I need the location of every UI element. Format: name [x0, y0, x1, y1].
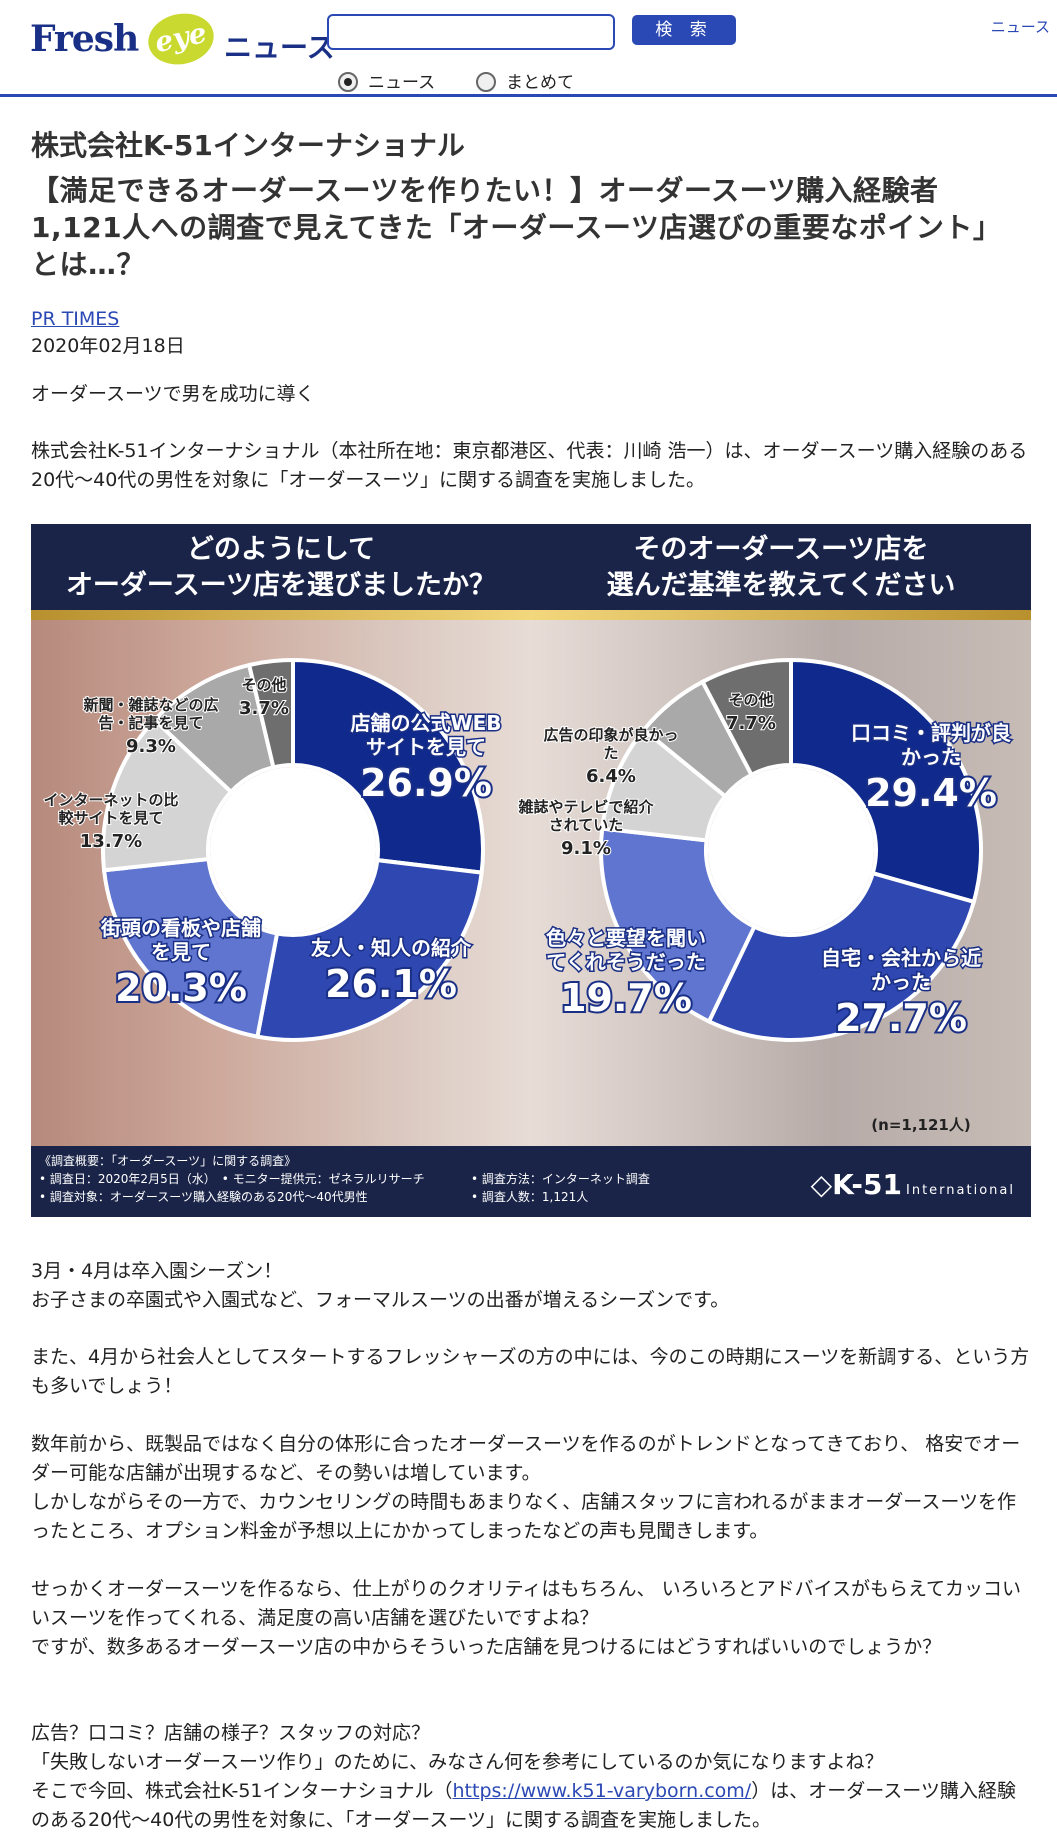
paragraph: しかしながらその一方で、カウンセリングの時間もあまりなく、店舗スタッフに言われる… — [31, 1491, 1016, 1542]
source-link[interactable]: PR TIMES — [31, 308, 120, 330]
radio-selected-icon[interactable] — [338, 72, 358, 92]
survey-summary-title: 《調査概要：「オーダースーツ」に関する調査》 — [39, 1154, 297, 1168]
brand-name: K-51 — [832, 1168, 903, 1201]
question-right-line2: 選んだ基準を教えてください — [606, 570, 956, 601]
radio-news-label: ニュース — [368, 73, 436, 93]
slice-category-label: 自宅・会社から近かった — [821, 946, 981, 994]
search-input[interactable] — [327, 14, 615, 50]
radio-news[interactable]: ニュース — [338, 68, 436, 93]
intro-paragraph: 株式会社K-51インターナショナル（本社所在地：東京都港区、代表：川崎 浩一）は… — [31, 440, 1028, 491]
pie-slice — [101, 717, 234, 873]
paragraph: せっかくオーダースーツを作るなら、仕上がりのクオリティはもちろん、 いろいろとア… — [31, 1578, 1022, 1629]
slice-category-label: 雑誌やテレビで紹介されていた — [517, 798, 654, 834]
brand-sub: International — [906, 1183, 1015, 1198]
donut-hole — [210, 767, 376, 933]
figure-body: 店舗の公式WEB サイトを見て 26.9% 友人・知人の紹介 26.1% 街頭の看板や店舗… — [31, 620, 1031, 1146]
pie-slice — [101, 856, 280, 1039]
slice-value-label: 6.4% — [586, 766, 636, 787]
slice-value-label: 9.3% — [126, 736, 176, 757]
slice-category-label: 店舗の公式WEB サイトを見て — [351, 711, 502, 759]
slice-value-label: 9.1% — [561, 838, 611, 859]
paragraph: お子さまの卒園式や入園式など、フォーマルスーツの出番が増えるシーズンです。 — [31, 1289, 730, 1311]
question-left-line1: どのようにして — [186, 534, 376, 565]
radio-all[interactable]: まとめて — [476, 68, 574, 93]
pie-slice — [706, 870, 977, 1042]
article-title: 【満足できるオーダースーツを作りたい！】オーダースーツ購入経験者1,121人への… — [31, 174, 1002, 281]
paragraph: 広告？口コミ？店舗の様子？スタッフの対応？ — [31, 1722, 431, 1744]
radio-unselected-icon[interactable] — [476, 72, 496, 92]
pie-slice — [291, 657, 485, 875]
question-left: どのようにして オーダースーツ店を選びましたか？ — [31, 532, 531, 604]
diamond-icon: ◇ — [810, 1168, 833, 1201]
company-name: 株式会社K-51インターナショナル — [31, 129, 465, 162]
radio-all-label: まとめて — [506, 73, 574, 93]
question-right-line1: そのオーダースーツ店を — [633, 534, 929, 565]
logo-news-text: ニュース — [224, 31, 335, 64]
pie-slice — [789, 657, 983, 905]
slice-category-label: 街頭の看板や店舗を見て — [100, 916, 261, 964]
donut-hole — [708, 767, 874, 933]
pie-slice — [255, 857, 484, 1042]
slice-value-label: 7.7% — [726, 713, 776, 734]
slice-value-label: 19.7% — [560, 976, 692, 1020]
logo-eye-mark: eye — [143, 7, 219, 71]
slice-value-label: 3.7% — [239, 698, 289, 719]
question-left-line2: オーダースーツ店を選びましたか？ — [65, 570, 497, 601]
slice-value-label: 13.7% — [80, 831, 142, 852]
pie-slice — [699, 657, 793, 778]
survey-count: • 調査人数：1,121人 — [471, 1190, 589, 1204]
slice-value-label: 29.4% — [865, 771, 997, 815]
pie-slice — [246, 657, 295, 770]
slice-category-label: 新聞・雑誌などの広告・記事を見て — [83, 696, 218, 732]
question-right: そのオーダースーツ店を 選んだ基準を教えてください — [531, 532, 1031, 604]
slice-value-label: 26.9% — [360, 761, 492, 805]
gold-divider — [31, 610, 1031, 620]
survey-date: • 調査日：2020年2月5日（水） • モニター提供元：ゼネラルリサーチ — [39, 1172, 425, 1186]
slice-category-label: 友人・知人の紹介 — [311, 936, 472, 960]
pie-slice — [599, 826, 757, 1025]
slice-category-label: 口コミ・評判が良かった — [851, 721, 1011, 769]
figure-footer: 《調査概要：「オーダースーツ」に関する調査》 • 調査日：2020年2月5日（水… — [31, 1146, 1031, 1217]
paragraph: ですが、数多あるオーダースーツ店の中からそういった店舗を見つけるにはどうすればい… — [31, 1636, 942, 1658]
k51-brand-logo: ◇K-51 International — [811, 1168, 1015, 1201]
company-url-link[interactable]: https://www.k51-varyborn.com/ — [452, 1780, 752, 1802]
slice-value-label: 26.1% — [325, 962, 457, 1006]
slice-category-label: 色々と要望を聞いてくれそうだった — [546, 926, 706, 974]
news-link[interactable]: ニュース — [990, 18, 1050, 36]
site-header: Fresh eye ニュース 検 索 ニュース まとめて ニュース — [0, 0, 1057, 97]
figure-header-band: どのようにして オーダースーツ店を選びましたか？ そのオーダースーツ店を 選んだ… — [31, 524, 1031, 610]
paragraph: また、4月から社会人としてスタートするフレッシャーズの方の中には、今のこの時期に… — [31, 1346, 1030, 1397]
survey-infographic: どのようにして オーダースーツ店を選びましたか？ そのオーダースーツ店を 選んだ… — [31, 524, 1031, 1217]
survey-target: • 調査対象：オーダースーツ購入経験のある20代〜40代男性 — [39, 1190, 368, 1204]
paragraph: 3月・4月は卒入園シーズン！ — [31, 1260, 283, 1282]
text-span: そこで今回、株式会社K-51インターナショナル（ — [31, 1780, 453, 1802]
lead-paragraph: オーダースーツで男を成功に導く — [31, 383, 315, 405]
slice-category-label: その他 — [728, 691, 773, 709]
slice-value-label: 27.7% — [835, 996, 967, 1040]
search-button[interactable]: 検 索 — [632, 15, 736, 45]
slice-category-label: その他 — [241, 676, 286, 694]
slice-category-label: 広告の印象が良かった — [543, 726, 678, 762]
sample-size-note: (n=1,121人) — [871, 1116, 970, 1134]
text-span: ）は、オーダースーツ購入経験のある20代〜40代の男性を対象に、「オーダースーツ… — [31, 1780, 1016, 1831]
slice-value-label: 20.3% — [115, 966, 247, 1010]
logo-fresh-text: Fresh — [30, 18, 139, 60]
paragraph: 数年前から、既製品ではなく自分の体形に合ったオーダースーツを作るのがトレンドとな… — [31, 1433, 1021, 1484]
survey-method: • 調査方法：インターネット調査 — [471, 1172, 650, 1186]
paragraph: 「失敗しないオーダースーツ作り」のために、みなさん何を参考にしているのか気になり… — [31, 1751, 884, 1773]
paragraph: そこで今回、株式会社K-51インターナショナル（https://www.k51-… — [31, 1777, 1031, 1835]
article-date: 2020年02月18日 — [31, 335, 185, 357]
slice-category-label: インターネットの比較サイトを見て — [43, 791, 178, 827]
